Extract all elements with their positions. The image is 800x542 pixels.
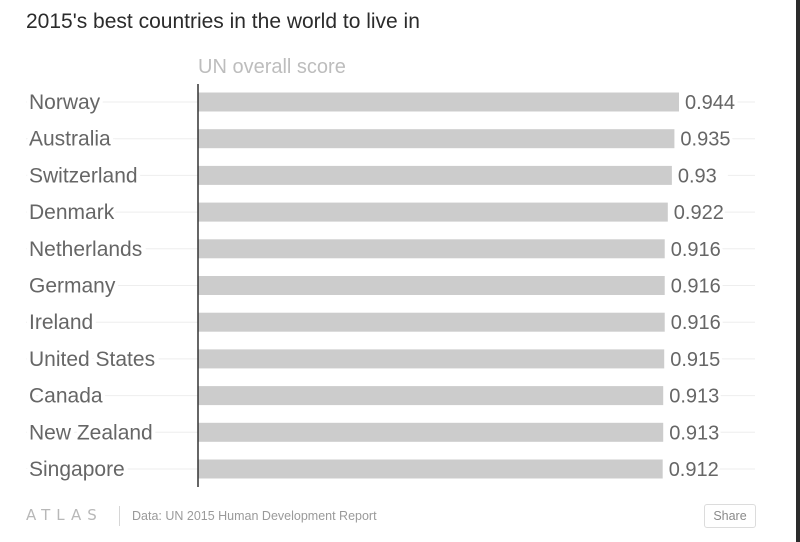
- bar: [198, 349, 665, 369]
- bar: [198, 92, 679, 112]
- category-label: United States: [29, 348, 155, 371]
- category-label: Singapore: [29, 458, 125, 481]
- category-label: Germany: [29, 275, 116, 298]
- category-label: Switzerland: [29, 164, 138, 187]
- share-button[interactable]: Share: [704, 504, 756, 528]
- footer-divider: [119, 506, 120, 526]
- category-label: Denmark: [29, 201, 115, 224]
- bar: [198, 459, 663, 479]
- value-label: 0.916: [671, 312, 721, 334]
- bar: [198, 386, 664, 406]
- bar: [198, 239, 665, 259]
- category-label: Australia: [29, 128, 111, 151]
- value-label: 0.922: [674, 202, 724, 224]
- legend-series-label: UN overall score: [198, 56, 346, 78]
- category-label: Netherlands: [29, 238, 142, 261]
- value-label: 0.916: [671, 239, 721, 261]
- value-label: 0.93: [678, 165, 717, 187]
- value-label: 0.912: [669, 459, 719, 481]
- bar: [198, 276, 665, 295]
- atlas-logo[interactable]: ATLAS: [26, 506, 103, 524]
- bar: [198, 202, 668, 222]
- chart-title: 2015's best countries in the world to li…: [26, 10, 420, 33]
- value-label: 0.913: [669, 422, 719, 444]
- bar: [198, 129, 675, 149]
- value-label: 0.935: [680, 129, 730, 151]
- value-label: 0.915: [670, 349, 720, 371]
- category-label: Norway: [29, 91, 101, 114]
- source-note: Data: UN 2015 Human Development Report: [132, 509, 377, 523]
- value-label: 0.944: [685, 92, 735, 114]
- category-label: Canada: [29, 385, 103, 408]
- category-label: Ireland: [29, 311, 93, 334]
- bar: [198, 165, 672, 185]
- bar: [198, 312, 665, 332]
- value-label: 0.913: [669, 386, 719, 408]
- bar: [198, 422, 664, 442]
- category-label: New Zealand: [29, 421, 153, 444]
- window-edge: [796, 0, 800, 542]
- value-label: 0.916: [671, 276, 721, 298]
